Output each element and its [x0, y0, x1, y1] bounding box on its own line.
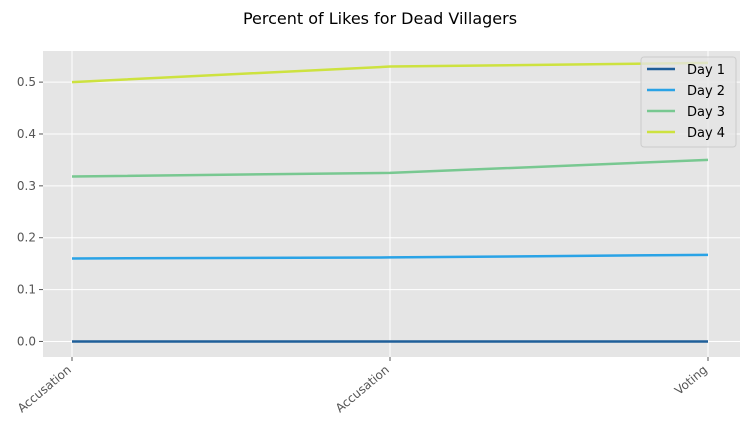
x-tick-label: Voting: [672, 363, 710, 398]
chart-title: Percent of Likes for Dead Villagers: [243, 9, 517, 28]
y-tick-label: 0.3: [17, 179, 36, 193]
y-tick-label: 0.5: [17, 75, 36, 89]
legend-label: Day 1: [687, 63, 725, 78]
legend-label: Day 3: [687, 105, 725, 120]
legend-box: [640, 56, 737, 148]
y-tick-label: 0.1: [17, 283, 36, 297]
x-tick-label: Accusation: [15, 363, 74, 416]
series-line: [71, 158, 709, 178]
x-axis: Accusation Accusation Voting: [15, 357, 710, 415]
y-tick-label: 0.0: [17, 334, 36, 348]
x-tick-label: Accusation: [333, 363, 392, 416]
y-tick-label: 0.2: [17, 231, 36, 245]
legend-label: Day 4: [687, 126, 725, 141]
series-lines: [71, 61, 709, 343]
series-line: [71, 61, 709, 84]
series-line: [71, 253, 709, 260]
legend-label: Day 2: [687, 84, 725, 99]
y-tick-label: 0.4: [17, 127, 36, 141]
plot-area: [43, 51, 740, 357]
legend: Day 1 Day 2 Day 3 Day 4: [640, 56, 737, 148]
y-axis: 0.0 0.1 0.2 0.3 0.4 0.5: [17, 75, 43, 348]
